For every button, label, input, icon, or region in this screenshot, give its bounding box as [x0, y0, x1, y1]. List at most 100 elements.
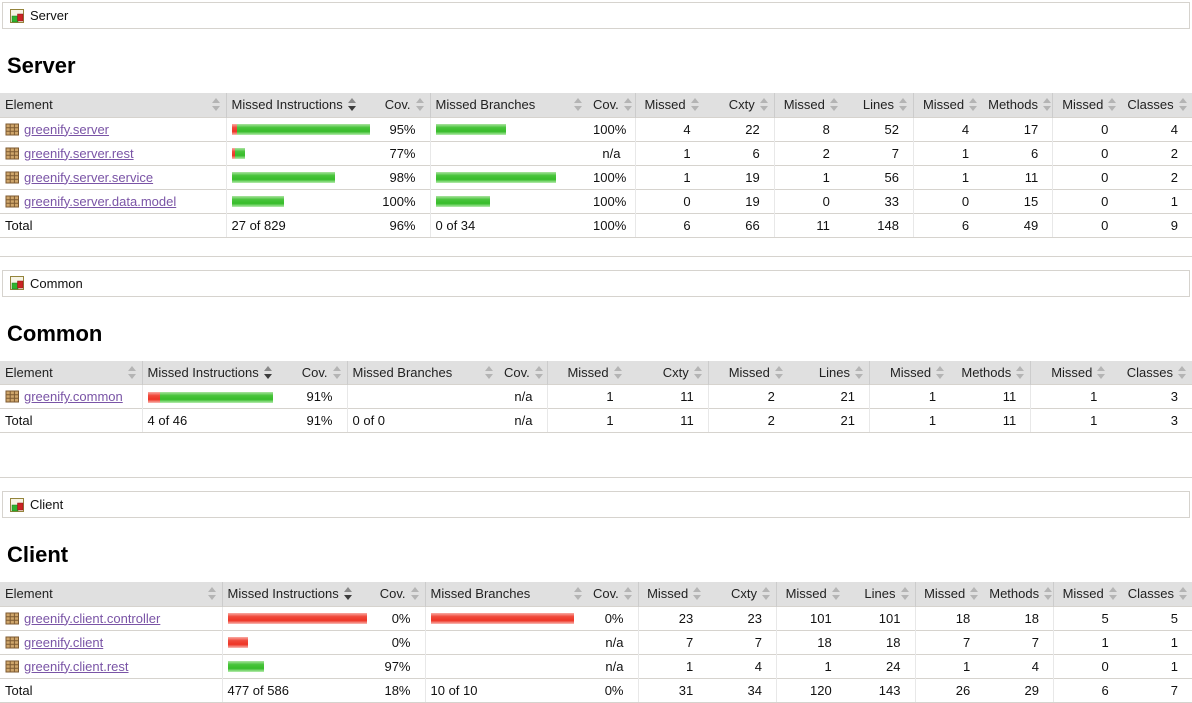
- column-header-missed-instructions-1[interactable]: Missed Instructions: [225, 93, 375, 117]
- column-header-methods-10[interactable]: Methods: [983, 93, 1053, 117]
- column-header-classes-12[interactable]: Classes: [1111, 360, 1192, 385]
- sort-arrows-icon[interactable]: [829, 98, 839, 112]
- column-header-element-0[interactable]: Element: [0, 582, 222, 606]
- column-header-missed-7[interactable]: Missed: [775, 582, 846, 606]
- sort-arrows-icon[interactable]: [899, 98, 908, 112]
- sort-arrows-icon[interactable]: [127, 365, 137, 379]
- counter-value: 7: [984, 629, 1054, 654]
- column-header-cov-4[interactable]: Cov.: [588, 93, 635, 117]
- column-header-label: Methods: [961, 364, 1012, 380]
- column-header-lines-8[interactable]: Lines: [843, 93, 914, 117]
- sort-arrows-icon[interactable]: [693, 365, 703, 379]
- column-header-cov-4[interactable]: Cov.: [499, 360, 547, 385]
- column-header-missed-5[interactable]: Missed: [634, 93, 705, 117]
- sort-desc-icon[interactable]: [343, 587, 353, 601]
- column-header-label: Classes: [1126, 364, 1173, 380]
- package-link[interactable]: greenify.server.data.model: [24, 193, 177, 209]
- column-header-classes-12[interactable]: Classes: [1122, 93, 1192, 117]
- sort-arrows-icon[interactable]: [831, 587, 841, 601]
- sort-arrows-icon[interactable]: [1179, 587, 1188, 601]
- sort-arrows-icon[interactable]: [1016, 365, 1025, 379]
- column-header-missed-9[interactable]: Missed: [913, 93, 984, 117]
- column-header-cov-2[interactable]: Cov.: [372, 582, 425, 606]
- sort-arrows-icon[interactable]: [855, 365, 864, 379]
- package-link[interactable]: greenify.common: [24, 389, 123, 404]
- sort-arrows-icon[interactable]: [613, 365, 623, 379]
- column-header-cov-4[interactable]: Cov.: [588, 582, 638, 606]
- column-header-cxty-6[interactable]: Cxty: [627, 360, 709, 385]
- sort-arrows-icon[interactable]: [690, 98, 700, 112]
- package-link[interactable]: greenify.server: [24, 121, 110, 137]
- sort-desc-icon[interactable]: [347, 98, 357, 112]
- column-header-missed-9[interactable]: Missed: [869, 360, 951, 385]
- sort-arrows-icon[interactable]: [574, 98, 583, 112]
- package-link[interactable]: greenify.client.controller: [24, 610, 161, 626]
- sort-arrows-icon[interactable]: [693, 587, 702, 601]
- package-link[interactable]: greenify.server.rest: [24, 145, 134, 161]
- column-header-missed-9[interactable]: Missed: [914, 582, 985, 606]
- branches-coverage-value: n/a: [588, 653, 638, 678]
- branches-coverage-value: n/a: [499, 384, 547, 409]
- sort-arrows-icon[interactable]: [485, 365, 494, 379]
- sort-arrows-icon[interactable]: [623, 98, 633, 112]
- sort-arrows-icon[interactable]: [970, 587, 979, 601]
- sort-arrows-icon[interactable]: [534, 365, 544, 379]
- column-header-classes-12[interactable]: Classes: [1122, 582, 1192, 606]
- sort-arrows-icon[interactable]: [774, 365, 784, 379]
- column-header-lines-8[interactable]: Lines: [845, 582, 915, 606]
- column-header-missed-5[interactable]: Missed: [546, 360, 628, 385]
- table-header: Element Missed Instructions Cov. Missed Bra…: [0, 582, 1192, 606]
- column-header-missed-11[interactable]: Missed: [1052, 93, 1123, 117]
- table-body: greenify.common 91% n/a 1 11 2 21 1 11 1 3: [0, 384, 1192, 409]
- column-header-missed-branches-3[interactable]: Missed Branches: [429, 93, 588, 117]
- column-header-missed-11[interactable]: Missed: [1030, 360, 1112, 385]
- sort-arrows-icon[interactable]: [936, 365, 945, 379]
- column-header-missed-instructions-1[interactable]: Missed Instructions: [221, 582, 372, 606]
- sort-desc-icon[interactable]: [263, 365, 273, 379]
- column-header-cov-2[interactable]: Cov.: [292, 360, 347, 385]
- total-branches-coverage: 0%: [588, 677, 638, 703]
- sort-arrows-icon[interactable]: [623, 587, 633, 601]
- sort-arrows-icon[interactable]: [1178, 365, 1187, 379]
- breadcrumb: Client: [2, 491, 1190, 518]
- sort-arrows-icon[interactable]: [410, 587, 420, 601]
- column-header-missed-7[interactable]: Missed: [773, 93, 844, 117]
- counter-value: 101: [775, 605, 846, 630]
- package-link[interactable]: greenify.client.rest: [24, 658, 129, 674]
- column-header-methods-10[interactable]: Methods: [950, 360, 1031, 385]
- column-header-missed-branches-3[interactable]: Missed Branches: [424, 582, 588, 606]
- sort-arrows-icon[interactable]: [969, 98, 978, 112]
- column-header-element-0[interactable]: Element: [0, 360, 142, 385]
- sort-arrows-icon[interactable]: [762, 587, 771, 601]
- column-header-cov-2[interactable]: Cov.: [375, 93, 430, 117]
- sort-arrows-icon[interactable]: [1097, 365, 1106, 379]
- package-link[interactable]: greenify.server.service: [24, 169, 154, 185]
- sort-arrows-icon[interactable]: [1178, 98, 1188, 112]
- instructions-bar-cell: [225, 116, 375, 141]
- sort-arrows-icon[interactable]: [207, 587, 217, 601]
- sort-arrows-icon[interactable]: [1044, 587, 1053, 601]
- counter-value: 52: [843, 116, 914, 141]
- column-header-element-0[interactable]: Element: [0, 93, 226, 117]
- column-header-missed-instructions-1[interactable]: Missed Instructions: [141, 360, 292, 385]
- counter-value: 19: [704, 164, 775, 189]
- column-header-missed-7[interactable]: Missed: [707, 360, 789, 385]
- sort-arrows-icon[interactable]: [1108, 587, 1118, 601]
- sort-arrows-icon[interactable]: [1108, 98, 1117, 112]
- sort-arrows-icon[interactable]: [1043, 98, 1052, 112]
- sort-arrows-icon[interactable]: [900, 587, 910, 601]
- sort-arrows-icon[interactable]: [332, 365, 342, 379]
- column-header-methods-10[interactable]: Methods: [984, 582, 1054, 606]
- sort-arrows-icon[interactable]: [759, 98, 769, 112]
- column-header-cxty-6[interactable]: Cxty: [707, 582, 777, 606]
- sort-arrows-icon[interactable]: [211, 98, 221, 112]
- package-link[interactable]: greenify.client: [24, 634, 104, 650]
- instructions-bar-cell: [225, 140, 375, 165]
- column-header-lines-8[interactable]: Lines: [788, 360, 870, 385]
- column-header-missed-branches-3[interactable]: Missed Branches: [346, 360, 499, 385]
- column-header-cxty-6[interactable]: Cxty: [704, 93, 775, 117]
- sort-arrows-icon[interactable]: [574, 587, 583, 601]
- column-header-missed-5[interactable]: Missed: [637, 582, 708, 606]
- sort-arrows-icon[interactable]: [415, 98, 425, 112]
- column-header-missed-11[interactable]: Missed: [1052, 582, 1123, 606]
